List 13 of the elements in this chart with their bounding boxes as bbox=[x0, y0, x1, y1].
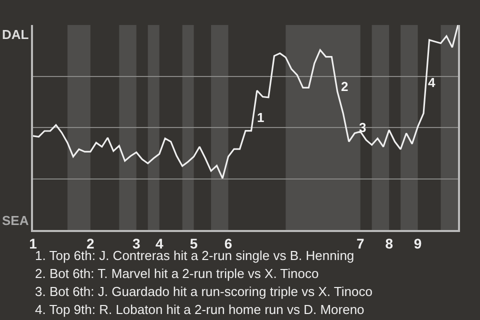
x-tick-label: 1 bbox=[29, 236, 38, 252]
annotation: 1 bbox=[257, 110, 264, 125]
x-tick-label: 7 bbox=[356, 236, 364, 252]
text: DAL bbox=[2, 27, 29, 42]
text: 4. Top 9th: R. Lobaton hit a 2-run home run vs D. Moreno bbox=[35, 302, 364, 317]
x-tick-label: 9 bbox=[414, 236, 422, 252]
annotation: 2 bbox=[341, 79, 348, 94]
text: SEA bbox=[2, 213, 30, 228]
annotation: 3 bbox=[359, 120, 366, 135]
annotation: 4 bbox=[428, 75, 436, 90]
text: 3. Bot 6th: J. Guardado hit a run-scoring triple vs X. Tinoco bbox=[35, 284, 372, 299]
x-tick-label: 8 bbox=[385, 236, 394, 252]
text: 2. Bot 6th: T. Marvel hit a 2-run triple vs X. Tinoco bbox=[35, 266, 319, 281]
